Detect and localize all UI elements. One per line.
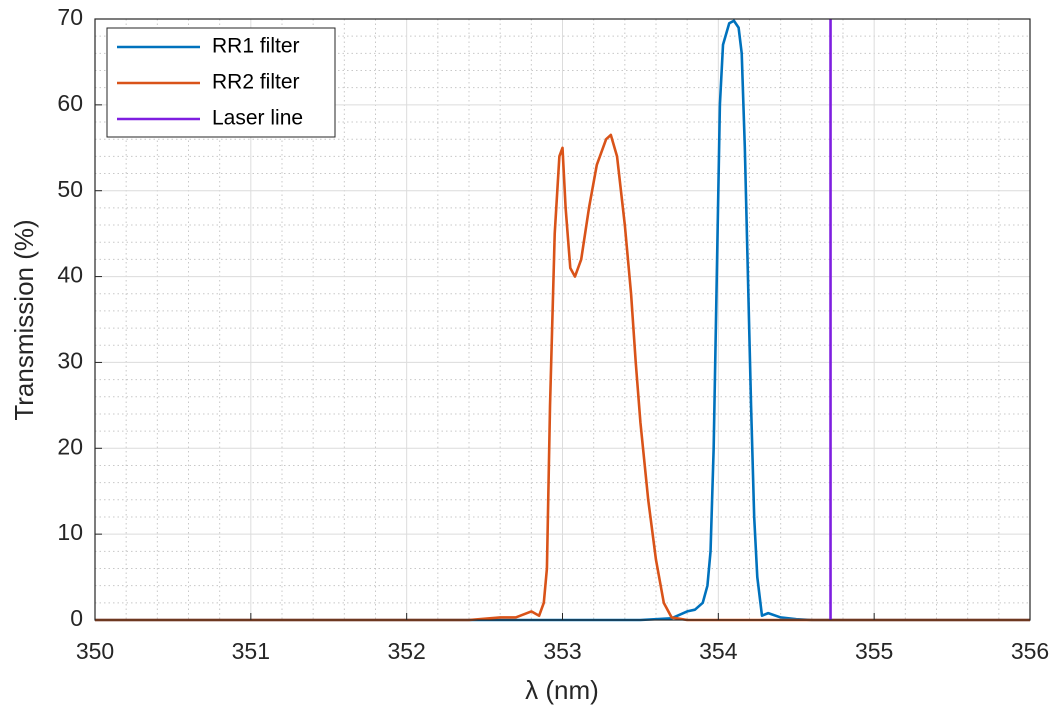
- y-axis-label: Transmission (%): [9, 219, 39, 420]
- ticks: 350 351 352 353 354 355 356 0 10 20 30 40 50 60 70: [57, 4, 1049, 664]
- legend-label: RR1 filter: [212, 35, 300, 58]
- y-tick-label: 40: [57, 262, 83, 288]
- y-tick-label: 0: [70, 605, 83, 631]
- x-tick-label: 354: [699, 638, 738, 664]
- legend-label: Laser line: [212, 107, 303, 130]
- x-tick-label: 351: [232, 638, 270, 664]
- y-tick-label: 20: [57, 433, 83, 459]
- y-tick-label: 10: [57, 519, 83, 545]
- y-tick-label: 60: [57, 90, 83, 116]
- y-tick-label: 70: [57, 4, 83, 30]
- legend: RR1 filter RR2 filter Laser line: [106, 27, 336, 138]
- x-axis-label: λ (nm): [525, 675, 599, 705]
- x-tick-label: 356: [1011, 638, 1049, 664]
- x-tick-label: 352: [387, 638, 425, 664]
- series-line: [95, 133, 1030, 622]
- series-line: [95, 19, 1030, 622]
- plot-lines: [95, 19, 1030, 622]
- x-tick-label: 350: [76, 638, 114, 664]
- y-tick-label: 50: [57, 176, 83, 202]
- x-tick-label: 355: [855, 638, 893, 664]
- x-tick-label: 353: [543, 638, 581, 664]
- y-tick-label: 30: [57, 348, 83, 374]
- legend-label: RR2 filter: [212, 71, 300, 94]
